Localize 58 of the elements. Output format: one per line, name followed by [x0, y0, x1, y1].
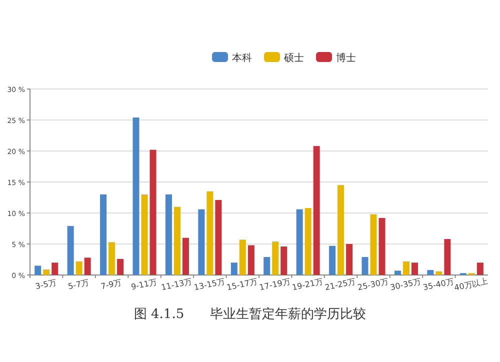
- bar: [362, 257, 368, 275]
- x-tick-label: 11-13万: [160, 276, 193, 292]
- bar: [76, 261, 82, 275]
- bar: [476, 262, 484, 275]
- bar: [402, 261, 410, 275]
- bar: [329, 246, 336, 275]
- bar: [394, 270, 401, 275]
- bar: [338, 185, 344, 275]
- bar: [52, 262, 58, 275]
- bar: [100, 194, 107, 275]
- bar: [43, 269, 50, 275]
- bar: [313, 146, 320, 275]
- bar: [132, 118, 140, 275]
- x-tick-label: 17-19万: [258, 276, 292, 292]
- x-tick-label: 21-25万: [324, 276, 356, 292]
- bar: [264, 257, 270, 275]
- x-tick-label: 25-30万: [356, 276, 390, 292]
- bar: [84, 258, 91, 275]
- bar: [34, 266, 42, 275]
- bar: [304, 208, 312, 275]
- x-tick-label: 3-5万: [34, 278, 58, 292]
- x-tick-label: 7-9万: [100, 278, 123, 292]
- bar: [411, 262, 418, 275]
- bar: [182, 238, 189, 275]
- x-tick-label: 5-7万: [67, 278, 90, 292]
- x-tick-label: 15-17万: [226, 276, 258, 292]
- x-tick-label: 40万以上: [453, 276, 489, 293]
- bar: [427, 270, 434, 275]
- bar: [215, 200, 222, 275]
- bar: [239, 240, 246, 275]
- bar: [174, 206, 180, 275]
- legend-label: 硕士: [283, 52, 304, 64]
- bar: [272, 242, 279, 275]
- bar: [141, 194, 148, 275]
- bar: [370, 214, 377, 275]
- bar: [248, 245, 254, 275]
- bar: [67, 226, 74, 275]
- bar: [206, 191, 214, 275]
- bar: [378, 218, 386, 275]
- bar: [346, 244, 353, 275]
- legend-label: 博士: [336, 52, 356, 64]
- x-tick-label: 9-11万: [130, 277, 158, 292]
- bar: [198, 209, 205, 275]
- bar: [165, 194, 172, 275]
- bar: [230, 262, 238, 275]
- caption: 图 4.1.5 毕业生暂定年薪的学历比较: [134, 307, 366, 322]
- x-tick-label: 19-21万: [291, 276, 324, 292]
- x-tick-label: 13-15万: [193, 276, 226, 292]
- x-tick-label: 30-35万: [389, 276, 422, 292]
- bar: [108, 242, 116, 275]
- bar: [150, 150, 156, 275]
- legend-label: 本科: [232, 52, 252, 64]
- bar: [280, 246, 288, 275]
- bar: [117, 258, 124, 275]
- bar: [296, 209, 303, 275]
- bar: [444, 239, 451, 275]
- x-tick-label: 35-40万: [422, 276, 455, 292]
- bar: [436, 271, 442, 275]
